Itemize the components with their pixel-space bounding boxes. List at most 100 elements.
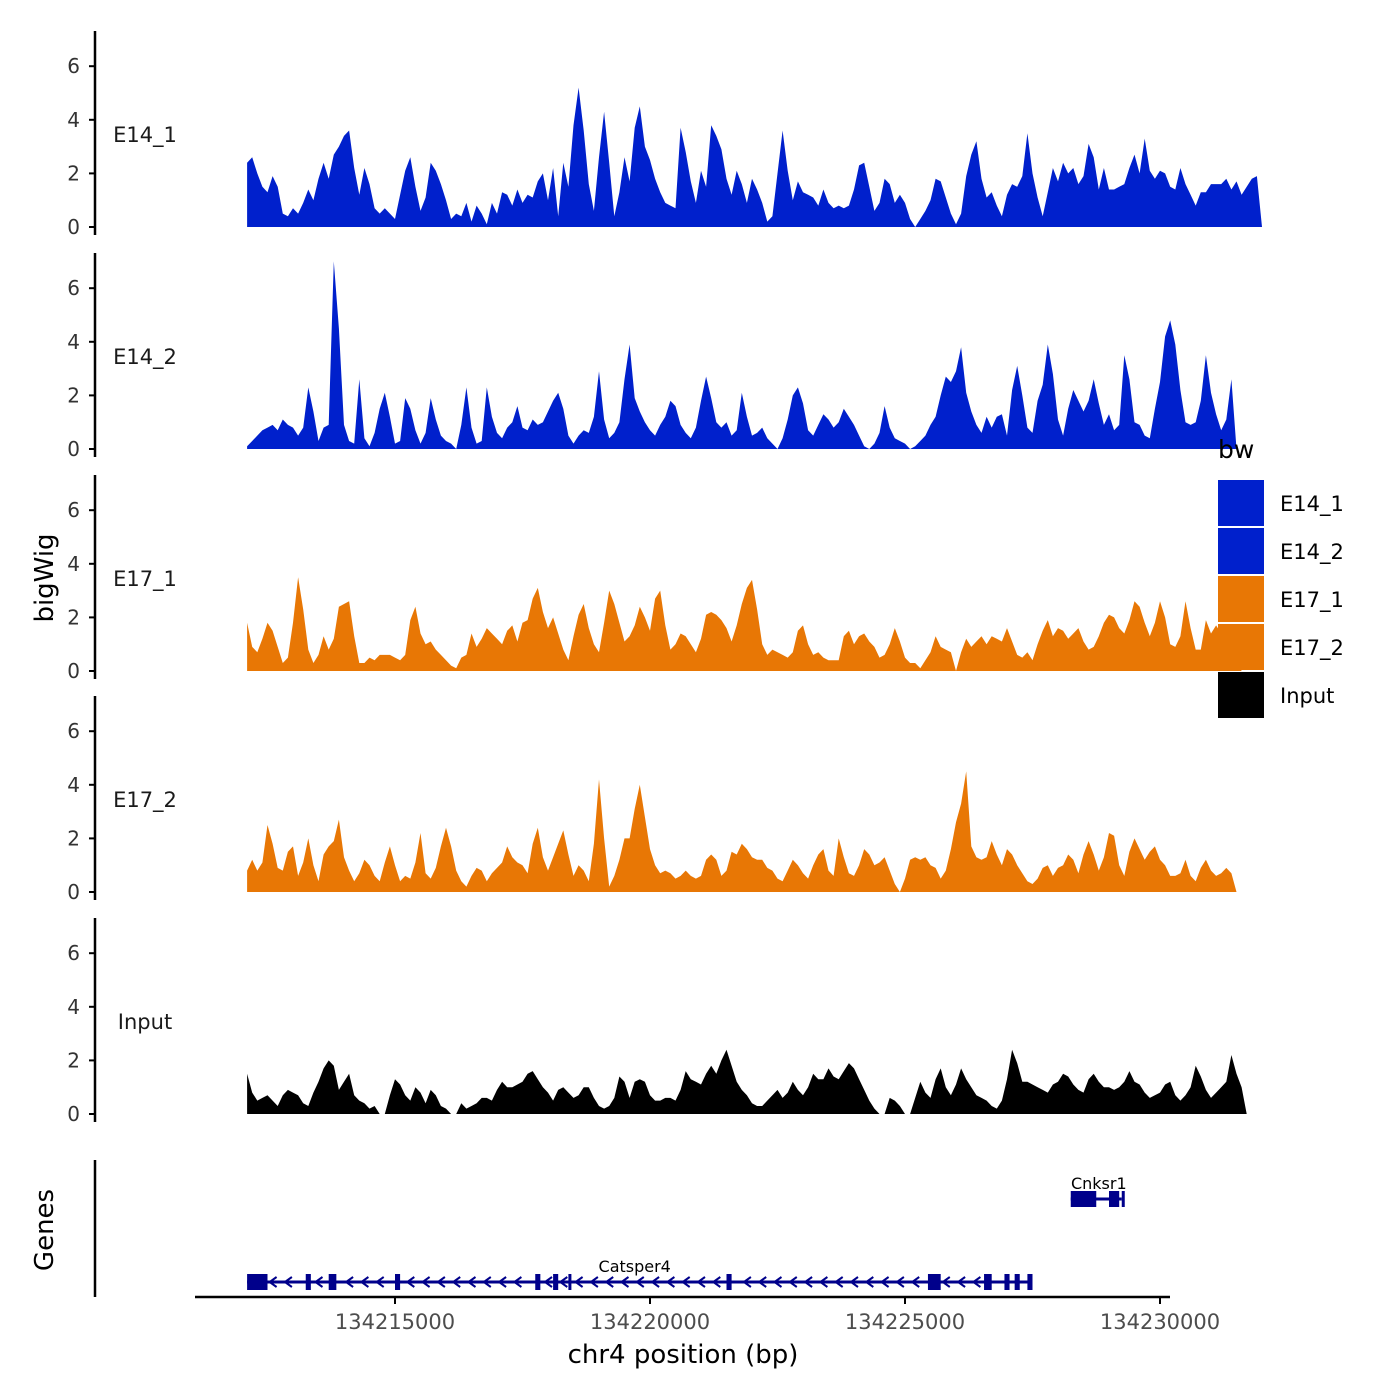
y-tick-label: 0 — [67, 659, 80, 683]
strand-arrow — [451, 1276, 461, 1288]
strand-arrow — [757, 1276, 767, 1288]
strand-arrow — [772, 1276, 783, 1288]
x-tick-label: 134215000 — [335, 1310, 455, 1334]
strand-arrow — [711, 1276, 721, 1288]
exon — [305, 1274, 311, 1290]
exon — [1121, 1191, 1125, 1207]
track-name: E14_2 — [113, 345, 177, 370]
y-tick-label: 4 — [67, 330, 80, 354]
strand-arrow — [497, 1276, 507, 1288]
strand-arrow — [267, 1276, 278, 1288]
strand-arrow — [818, 1276, 828, 1288]
track-E14_1: 0 2 4 6 E14_1 — [67, 31, 1263, 239]
strand-arrow — [680, 1276, 691, 1288]
legend-swatch — [1218, 672, 1264, 718]
y-tick-label: 6 — [67, 941, 80, 965]
strand-arrow — [512, 1276, 522, 1288]
strand-arrow — [619, 1276, 630, 1288]
y-tick-label: 4 — [67, 552, 80, 576]
strand-arrow — [665, 1276, 675, 1288]
y-tick-label: 0 — [67, 215, 80, 239]
strand-arrow — [956, 1276, 966, 1288]
exon — [1109, 1191, 1120, 1207]
exon — [553, 1274, 559, 1290]
strand-arrow — [635, 1276, 645, 1288]
exon — [568, 1274, 572, 1290]
legend-item-E14_1: E14_1 — [1218, 480, 1344, 526]
legend-label: E14_2 — [1280, 540, 1344, 565]
track-Input: 0 2 4 6 Input — [67, 918, 1247, 1126]
exon — [927, 1274, 941, 1290]
legend-item-E14_2: E14_2 — [1218, 528, 1344, 574]
y-tick-label: 4 — [67, 773, 80, 797]
y-tick-label: 0 — [67, 880, 80, 904]
y-tick-label: 6 — [67, 498, 80, 522]
legend-label: E17_1 — [1280, 588, 1344, 613]
y-tick-label: 2 — [67, 161, 80, 185]
gene-Catsper4: Catsper4 — [247, 1257, 1033, 1290]
coverage-area-E17_1 — [247, 577, 1242, 671]
exon — [984, 1274, 992, 1290]
gene-label: Cnksr1 — [1071, 1174, 1127, 1193]
y-tick-label: 6 — [67, 719, 80, 743]
legend-swatch — [1218, 528, 1264, 574]
track-E17_2: 0 2 4 6 E17_2 — [67, 696, 1237, 904]
y-tick-label: 4 — [67, 108, 80, 132]
y-tick-label: 2 — [67, 383, 80, 407]
strand-arrow — [283, 1276, 293, 1288]
gene-label: Catsper4 — [599, 1257, 671, 1276]
track-name: E17_1 — [113, 567, 177, 592]
coverage-area-E14_2 — [247, 261, 1237, 449]
strand-arrow — [604, 1276, 614, 1288]
y-tick-label: 6 — [67, 54, 80, 78]
gene-track: Catsper4 Cnksr1 — [93, 1160, 1127, 1297]
strand-arrow — [558, 1276, 568, 1288]
track-name: E14_1 — [113, 123, 177, 148]
x-tick-label: 134225000 — [845, 1310, 965, 1334]
legend-swatch — [1218, 576, 1264, 622]
strand-arrow — [466, 1276, 477, 1288]
legend-swatch — [1218, 624, 1264, 670]
track-E14_2: 0 2 4 6 E14_2 — [67, 253, 1237, 461]
exon — [1004, 1274, 1010, 1290]
y-tick-label: 4 — [67, 995, 80, 1019]
track-name: E17_2 — [113, 788, 177, 813]
exon — [1070, 1191, 1097, 1207]
x-axis-label: chr4 position (bp) — [568, 1340, 799, 1370]
strand-arrow — [879, 1276, 890, 1288]
strand-arrow — [895, 1276, 905, 1288]
strand-arrow — [313, 1276, 324, 1288]
strand-arrow — [971, 1276, 981, 1288]
strand-arrow — [803, 1276, 813, 1288]
x-axis: 134215000 134220000 134225000 134230000 — [195, 1295, 1220, 1334]
strand-arrow — [436, 1276, 446, 1288]
exon — [726, 1274, 732, 1290]
legend-title: bw — [1218, 435, 1254, 464]
strand-arrow — [849, 1276, 859, 1288]
strand-arrow — [420, 1276, 431, 1288]
y-tick-label: 6 — [67, 276, 80, 300]
x-tick-label: 134220000 — [590, 1310, 710, 1334]
y-axis-label: bigWig — [30, 533, 60, 622]
legend: bw E14_1 E14_2 E17_1 E17_2 Input — [1218, 435, 1344, 718]
y-tick-label: 2 — [67, 605, 80, 629]
exon — [535, 1274, 541, 1290]
x-tick-label: 134230000 — [1100, 1310, 1220, 1334]
coverage-area-E17_2 — [247, 771, 1237, 892]
gene-Cnksr1: Cnksr1 — [1070, 1174, 1127, 1207]
exon — [328, 1274, 337, 1290]
strand-arrow — [696, 1276, 706, 1288]
exon — [247, 1274, 268, 1290]
strand-arrow — [788, 1276, 798, 1288]
y-tick-label: 0 — [67, 437, 80, 461]
tracks: 0 2 4 6 E14_1 0 2 4 6 E14_2 0 2 4 6 E17_1 0 2 4 6 E17_2 0 2 4 6… — [67, 31, 1263, 1126]
legend-label: Input — [1280, 684, 1334, 708]
strand-arrow — [573, 1276, 584, 1288]
y-tick-label: 2 — [67, 826, 80, 850]
legend-swatch — [1218, 480, 1264, 526]
strand-arrow — [359, 1276, 369, 1288]
track-E17_1: 0 2 4 6 E17_1 — [67, 475, 1242, 683]
y-tick-label: 2 — [67, 1048, 80, 1072]
legend-item-E17_1: E17_1 — [1218, 576, 1344, 622]
strand-arrow — [543, 1276, 553, 1288]
